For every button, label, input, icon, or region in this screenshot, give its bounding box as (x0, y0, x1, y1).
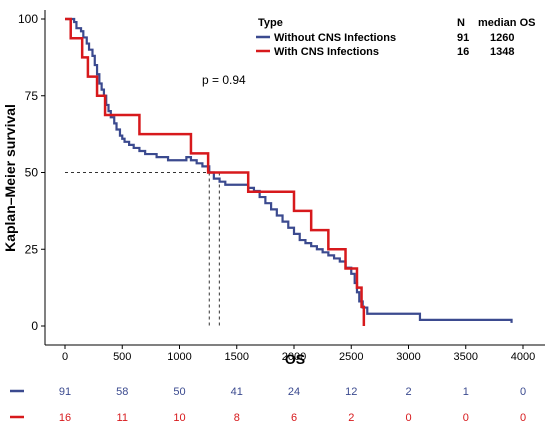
legend-n-with: 16 (457, 46, 469, 58)
legend-n-without: 91 (457, 32, 469, 44)
survival-curves (65, 17, 513, 326)
y-tick-label: 100 (18, 12, 38, 26)
risk-count: 6 (291, 412, 297, 424)
survival-curve-without-cns (65, 17, 513, 323)
risk-count: 16 (59, 412, 71, 424)
risk-count: 0 (520, 386, 526, 398)
survival-curve-with-cns (65, 17, 366, 326)
risk-count: 50 (173, 386, 185, 398)
y-axis-label: Kaplan–Meier survival (2, 104, 18, 252)
risk-count: 0 (463, 412, 469, 424)
risk-count: 2 (405, 386, 411, 398)
x-axis-label: OS (285, 351, 305, 367)
y-tick-label: 75 (25, 89, 39, 103)
legend-median-with: 1348 (490, 46, 514, 58)
x-ticks: 0 500 1000 1500 2000 2500 3000 3500 4000 (62, 345, 535, 363)
risk-count: 58 (116, 386, 128, 398)
x-tick-label: 3000 (396, 351, 420, 363)
risk-count: 0 (520, 412, 526, 424)
y-tick-label: 0 (31, 319, 38, 333)
legend-median-without: 1260 (490, 32, 514, 44)
legend-label-with: With CNS Infections (274, 46, 379, 58)
risk-count: 41 (231, 386, 243, 398)
legend: Type N median OS Without CNS Infections … (256, 17, 535, 58)
risk-count: 0 (405, 412, 411, 424)
risk-table: 91 58 50 41 24 12 2 1 016 11 10 8 6 2 0 0 0 (10, 386, 526, 424)
legend-label-without: Without CNS Infections (274, 32, 396, 44)
risk-count: 10 (173, 412, 185, 424)
risk-count: 2 (348, 412, 354, 424)
risk-count: 12 (345, 386, 357, 398)
median-reference-lines (65, 172, 220, 326)
p-value-annotation: p = 0.94 (202, 73, 246, 87)
x-tick-label: 0 (62, 351, 68, 363)
y-ticks: 0 25 50 75 100 (18, 12, 45, 333)
x-tick-label: 3500 (454, 351, 478, 363)
legend-title: Type (258, 17, 283, 29)
x-tick-label: 500 (113, 351, 131, 363)
risk-count: 11 (117, 412, 128, 424)
x-tick-label: 4000 (511, 351, 535, 363)
x-tick-label: 2500 (339, 351, 363, 363)
risk-count: 8 (234, 412, 240, 424)
legend-col-n: N (457, 17, 465, 29)
risk-count: 91 (59, 386, 71, 398)
x-tick-label: 1000 (167, 351, 191, 363)
risk-count: 24 (288, 386, 300, 398)
x-tick-label: 1500 (225, 351, 249, 363)
risk-count: 1 (463, 386, 469, 398)
y-tick-label: 50 (25, 166, 39, 180)
y-tick-label: 25 (25, 242, 39, 256)
x-tick-label: 2000 (282, 351, 306, 363)
legend-col-median: median OS (478, 17, 535, 29)
